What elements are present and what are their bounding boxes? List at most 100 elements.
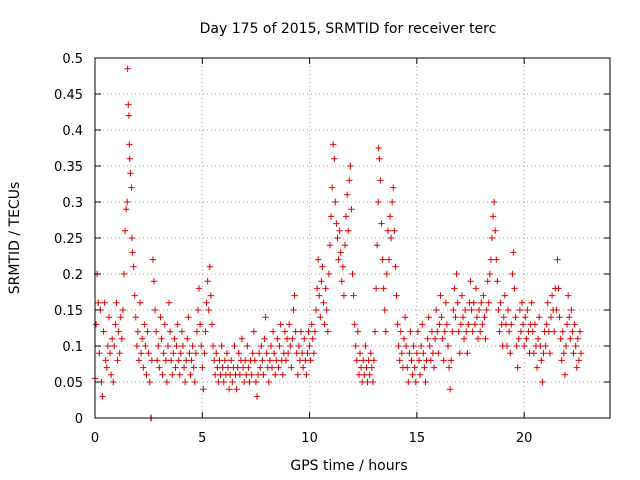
data-point xyxy=(177,350,185,357)
data-point xyxy=(413,350,421,357)
data-point xyxy=(357,364,365,371)
data-points xyxy=(91,65,585,422)
data-point xyxy=(501,292,509,299)
data-point xyxy=(191,378,198,386)
data-point xyxy=(253,393,261,400)
data-point xyxy=(229,378,236,386)
data-point xyxy=(385,256,393,263)
data-point xyxy=(354,328,362,335)
data-point xyxy=(539,378,546,386)
data-point xyxy=(515,335,523,342)
y-tick-label: 0.2 xyxy=(62,268,83,283)
x-axis-label: GPS time / hours xyxy=(290,458,407,474)
data-point xyxy=(314,256,322,263)
data-point xyxy=(142,342,149,350)
data-point xyxy=(320,299,327,306)
data-point xyxy=(367,350,374,357)
data-point xyxy=(297,328,305,335)
data-point xyxy=(419,321,426,328)
data-point xyxy=(387,234,395,242)
data-point xyxy=(414,328,422,335)
data-point xyxy=(451,285,458,292)
data-point xyxy=(490,198,498,206)
data-point xyxy=(437,292,444,299)
data-point xyxy=(129,249,136,256)
data-point xyxy=(134,328,142,335)
data-point xyxy=(438,314,445,321)
data-point xyxy=(384,227,392,234)
data-point xyxy=(119,306,127,314)
data-point xyxy=(430,364,438,371)
data-point xyxy=(331,155,338,162)
data-point xyxy=(349,270,356,278)
data-point xyxy=(435,350,442,357)
data-point xyxy=(577,350,585,357)
data-point xyxy=(238,335,246,342)
data-point xyxy=(118,335,126,342)
data-point xyxy=(169,371,176,378)
data-point xyxy=(161,321,168,328)
data-point xyxy=(394,321,401,328)
data-point xyxy=(275,364,282,371)
data-point xyxy=(202,328,209,335)
data-point xyxy=(340,292,348,299)
data-point xyxy=(373,242,381,249)
data-point xyxy=(393,292,400,299)
data-point xyxy=(469,328,476,335)
data-point xyxy=(481,314,488,321)
data-point xyxy=(442,299,450,306)
y-tick-label: 0.25 xyxy=(54,232,83,247)
data-point xyxy=(251,357,259,364)
data-point xyxy=(319,263,326,270)
data-point xyxy=(120,270,128,278)
data-point xyxy=(311,328,319,335)
data-point xyxy=(179,342,187,350)
data-point xyxy=(537,342,544,350)
data-point xyxy=(561,371,569,378)
data-point xyxy=(175,357,182,364)
data-point xyxy=(395,342,402,350)
axis-ticks xyxy=(94,57,610,419)
data-point xyxy=(449,328,456,335)
data-point xyxy=(124,65,131,72)
data-point xyxy=(263,350,270,357)
plot-frame xyxy=(94,57,611,419)
data-point xyxy=(151,306,159,314)
data-point xyxy=(100,328,107,335)
data-point xyxy=(284,350,292,357)
data-point xyxy=(407,328,414,335)
data-point xyxy=(511,285,518,292)
data-point xyxy=(417,342,425,350)
data-point xyxy=(298,350,306,357)
data-point xyxy=(479,321,486,328)
data-point xyxy=(464,350,471,357)
data-point xyxy=(329,141,337,148)
data-point xyxy=(152,328,160,335)
data-point xyxy=(122,206,130,213)
data-point xyxy=(252,378,260,386)
data-point xyxy=(428,328,436,335)
data-point xyxy=(214,364,221,371)
data-point xyxy=(201,350,208,357)
data-point xyxy=(480,292,487,299)
data-point xyxy=(337,249,344,256)
data-point xyxy=(193,328,201,335)
data-point xyxy=(371,328,379,335)
data-point xyxy=(294,371,301,378)
data-point xyxy=(338,278,345,285)
y-tick-label: 0.45 xyxy=(54,88,83,103)
data-point xyxy=(180,364,188,371)
data-point xyxy=(200,386,207,393)
data-point xyxy=(262,314,269,321)
data-point xyxy=(121,227,129,234)
data-point xyxy=(328,184,336,191)
data-point xyxy=(470,299,477,306)
data-point xyxy=(341,242,349,249)
data-point xyxy=(523,335,530,342)
data-point xyxy=(500,314,507,321)
data-point xyxy=(273,357,280,364)
data-point xyxy=(301,335,308,342)
data-point xyxy=(224,364,232,371)
data-point xyxy=(291,292,298,299)
data-point xyxy=(199,364,206,371)
